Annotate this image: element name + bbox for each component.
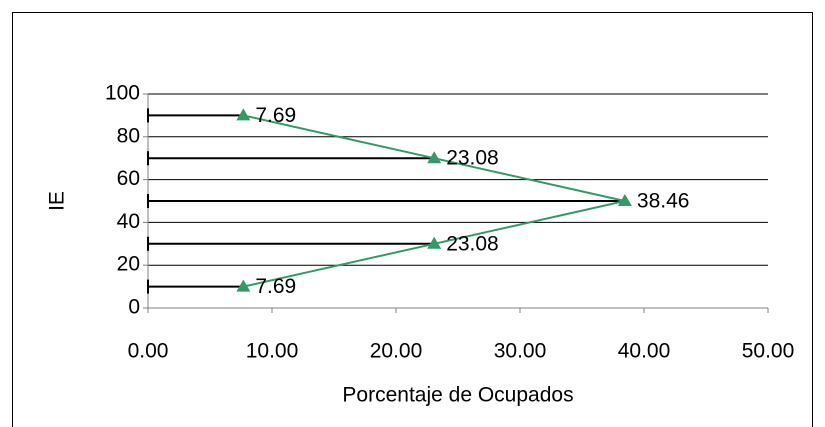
point-marker xyxy=(236,279,251,292)
data-label: 23.08 xyxy=(446,147,499,170)
y-tick-label: 80 xyxy=(117,124,140,147)
x-axis-label: Porcentaje de Ocupados xyxy=(342,384,573,407)
y-tick-label: 20 xyxy=(117,253,140,276)
point-marker xyxy=(617,194,632,206)
y-tick-label: 0 xyxy=(128,296,140,319)
data-label: 7.69 xyxy=(255,104,296,127)
x-tick-label: 40.00 xyxy=(618,340,671,363)
y-tick-label: 40 xyxy=(117,210,140,233)
x-tick-label: 20.00 xyxy=(370,340,423,363)
point-marker xyxy=(427,151,442,164)
x-tick-label: 30.00 xyxy=(494,340,547,363)
y-axis-label: IE xyxy=(46,191,69,211)
data-label: 7.69 xyxy=(255,275,296,298)
point-marker xyxy=(236,108,251,121)
y-tick-label: 60 xyxy=(117,167,140,190)
chart-frame xyxy=(12,12,813,427)
data-label: 23.08 xyxy=(446,232,499,255)
x-tick-label: 50.00 xyxy=(742,340,795,363)
data-label: 38.46 xyxy=(637,190,690,213)
x-tick-label: 10.00 xyxy=(246,340,299,363)
x-tick-label: 0.00 xyxy=(128,340,169,363)
point-marker xyxy=(427,236,442,249)
y-tick-label: 100 xyxy=(105,82,140,105)
